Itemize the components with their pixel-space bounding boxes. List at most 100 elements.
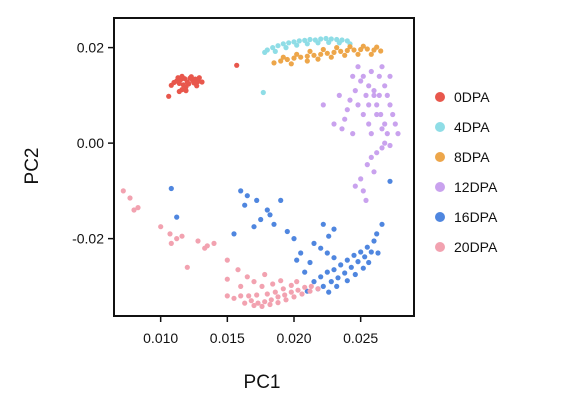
data-point	[246, 293, 252, 299]
data-point	[318, 245, 324, 251]
data-point	[278, 197, 284, 203]
data-point	[358, 78, 364, 84]
data-point	[179, 233, 185, 239]
data-point	[366, 259, 372, 266]
data-point	[282, 292, 288, 298]
data-point	[168, 82, 174, 88]
data-point	[371, 169, 377, 175]
data-point	[390, 111, 396, 118]
legend-label: 8DPA	[454, 149, 490, 165]
data-point	[382, 121, 388, 127]
data-point	[238, 283, 244, 289]
data-point	[158, 224, 164, 230]
data-point	[291, 294, 297, 300]
data-point	[271, 60, 277, 66]
data-point	[344, 47, 350, 54]
data-point	[304, 58, 310, 64]
data-point	[360, 43, 366, 49]
data-point	[350, 73, 356, 79]
data-point	[334, 283, 340, 289]
data-point	[254, 292, 260, 298]
series-16dpa	[168, 178, 393, 295]
data-point	[283, 297, 289, 303]
data-point	[288, 282, 294, 288]
data-point	[262, 271, 268, 278]
data-point	[251, 224, 257, 230]
data-point	[368, 154, 374, 160]
data-point	[286, 40, 292, 46]
data-point	[224, 276, 230, 282]
data-point	[351, 252, 357, 258]
data-point	[331, 49, 337, 56]
data-point	[352, 271, 358, 278]
data-point	[283, 45, 289, 51]
data-point	[324, 50, 330, 56]
data-point	[331, 121, 337, 127]
data-point	[262, 49, 268, 56]
data-point	[176, 80, 182, 86]
data-point	[331, 255, 337, 261]
data-point	[374, 111, 380, 118]
data-point	[168, 240, 174, 246]
data-point	[272, 289, 278, 295]
data-point	[376, 92, 382, 98]
data-point	[298, 250, 304, 256]
data-point	[175, 75, 181, 81]
data-point	[267, 212, 273, 218]
data-point	[342, 270, 348, 276]
data-point	[195, 238, 201, 244]
data-point	[315, 286, 321, 292]
data-point	[280, 286, 286, 292]
legend-marker	[435, 122, 445, 132]
data-point	[307, 36, 313, 43]
data-point	[174, 214, 180, 220]
data-point	[234, 62, 240, 68]
data-point	[315, 40, 321, 46]
data-point	[371, 88, 377, 94]
x-axis-ticks: 0.010 0.015 0.020 0.025	[143, 316, 378, 346]
data-point	[331, 226, 337, 232]
data-point	[366, 121, 372, 127]
data-point	[378, 111, 384, 118]
data-point	[352, 183, 358, 189]
data-point	[264, 291, 270, 297]
data-point	[259, 283, 265, 289]
data-point	[268, 297, 274, 303]
data-point	[368, 249, 374, 255]
x-tick-label: 0.025	[343, 330, 378, 346]
data-point	[188, 74, 194, 80]
legend-label: 12DPA	[454, 179, 498, 195]
data-point	[238, 293, 244, 299]
data-point	[224, 293, 230, 299]
data-point	[355, 51, 361, 57]
legend-marker	[435, 242, 445, 252]
data-point	[304, 53, 310, 59]
data-point	[168, 185, 174, 192]
data-point	[251, 279, 257, 285]
data-point	[294, 279, 300, 285]
data-point	[254, 197, 260, 203]
data-point	[392, 121, 398, 127]
data-point	[364, 244, 370, 250]
legend-marker	[435, 152, 445, 162]
legend-item: 12DPA	[435, 179, 498, 195]
data-point	[374, 231, 380, 237]
data-point	[262, 299, 268, 305]
data-point	[368, 51, 374, 57]
series-12dpa	[320, 64, 401, 203]
data-point	[360, 111, 366, 118]
data-point	[360, 73, 366, 79]
data-point	[284, 228, 290, 235]
data-point	[366, 102, 372, 108]
data-point	[384, 131, 390, 137]
data-point	[284, 56, 290, 63]
data-point	[179, 73, 185, 79]
y-tick-label: -0.02	[72, 231, 104, 247]
data-point	[304, 41, 310, 47]
data-point	[324, 269, 330, 275]
data-point	[275, 43, 281, 49]
data-point	[199, 79, 205, 85]
data-point	[174, 236, 180, 242]
data-point	[259, 303, 265, 309]
data-point	[382, 140, 388, 146]
